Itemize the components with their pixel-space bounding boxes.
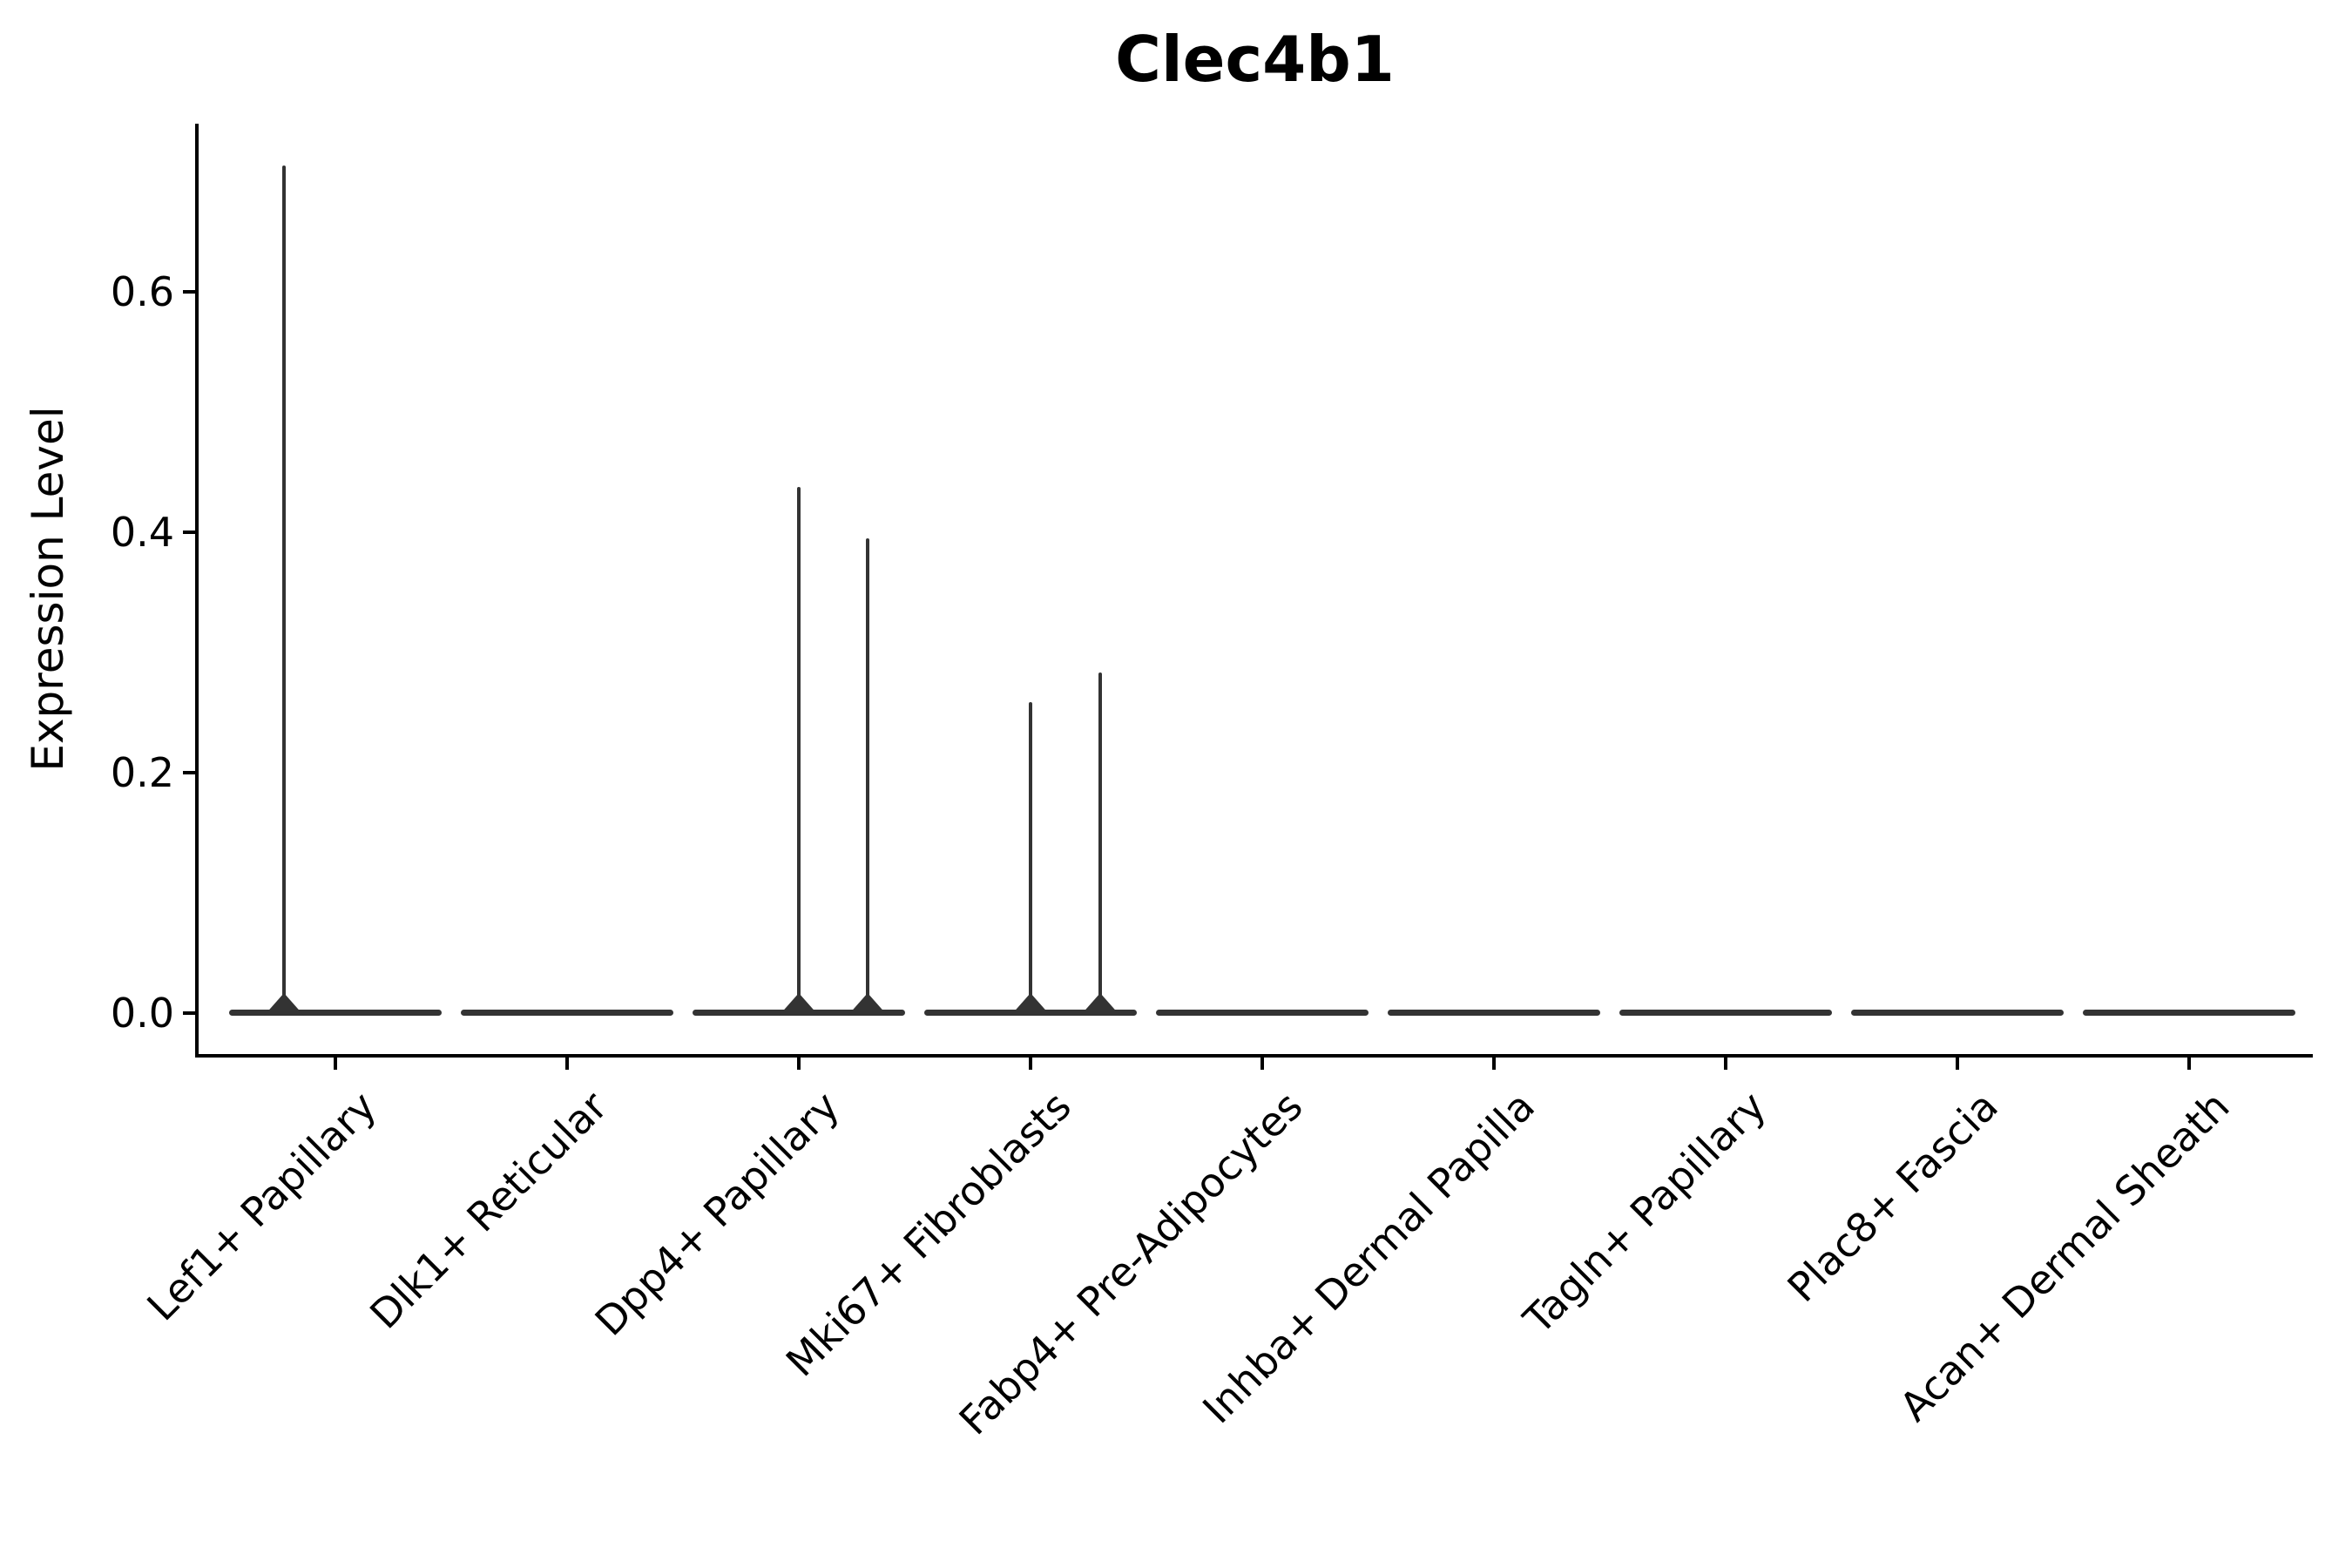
violin-zero-bar [1619,1010,1832,1016]
y-tick [183,1011,195,1015]
x-tick-label: Dlk1+ Reticular [361,1082,617,1338]
x-tick [1956,1058,1959,1070]
y-tick-label: 0.4 [110,509,174,556]
y-tick-label: 0.2 [110,749,174,796]
x-tick [565,1058,569,1070]
y-tick [183,290,195,294]
violin-zero-bar [1156,1010,1369,1016]
x-tick-label: Tagln+ Papillary [1514,1082,1775,1343]
violin-spike [1029,701,1032,1016]
violin-zero-bar [461,1010,673,1016]
x-tick [797,1058,801,1070]
violin-spike [797,486,801,1016]
violin-spike [866,537,869,1016]
x-tick-label: Dpp4+ Papillary [585,1082,848,1345]
x-tick [1029,1058,1032,1070]
y-tick-label: 0.6 [110,268,174,315]
chart-title: Clec4b1 [1115,23,1395,96]
violin-spike [1098,672,1102,1016]
y-tick [183,771,195,774]
y-axis-label: Expression Level [23,406,73,772]
x-tick [1492,1058,1496,1070]
x-tick [1260,1058,1264,1070]
x-tick [1724,1058,1727,1070]
violin-zero-bar [1388,1010,1600,1016]
x-tick [334,1058,337,1070]
x-tick-label: Plac8+ Fascia [1778,1082,2007,1311]
y-tick-label: 0.0 [110,990,174,1037]
y-tick [183,531,195,534]
violin-zero-bar [229,1010,442,1016]
violin-spike [282,166,286,1016]
violin-zero-bar [2083,1010,2295,1016]
x-tick-label: Lef1+ Papillary [137,1082,385,1330]
x-tick [2187,1058,2191,1070]
violin-zero-bar [1851,1010,2064,1016]
x-axis-spine [195,1054,2313,1058]
y-axis-spine [195,124,199,1058]
